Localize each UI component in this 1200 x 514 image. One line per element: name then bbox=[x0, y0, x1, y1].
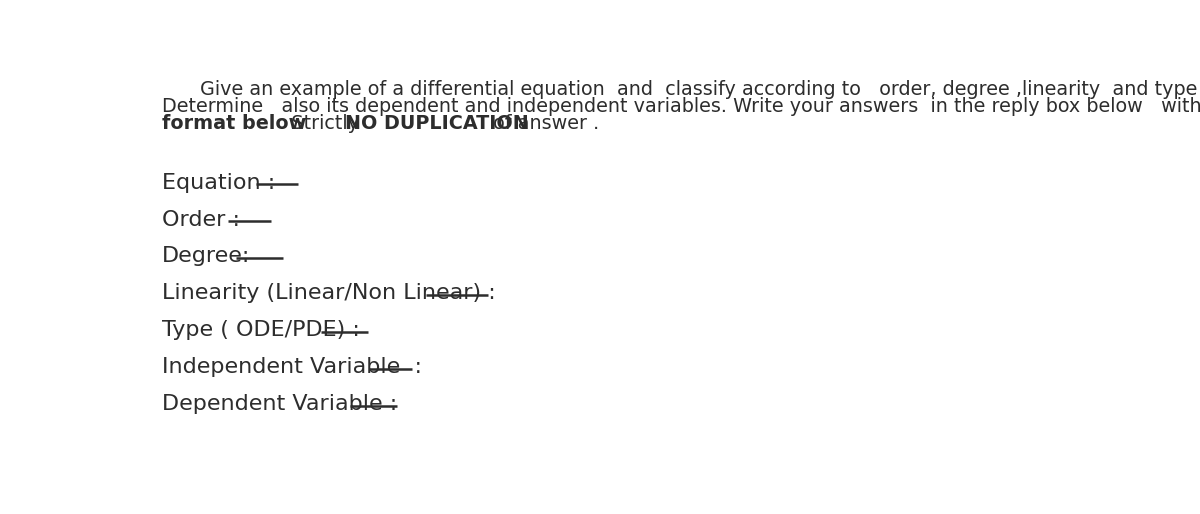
Text: . Strictly: . Strictly bbox=[274, 114, 366, 133]
Text: Degree:: Degree: bbox=[162, 247, 250, 266]
Text: Determine   also its dependent and independent variables. Write your answers  in: Determine also its dependent and indepen… bbox=[162, 97, 1200, 116]
Text: format below: format below bbox=[162, 114, 306, 133]
Text: Dependent Variable :: Dependent Variable : bbox=[162, 394, 397, 414]
Text: Equation :: Equation : bbox=[162, 173, 275, 193]
Text: Independent Variable  :: Independent Variable : bbox=[162, 357, 421, 377]
Text: Linearity (Linear/Non Linear) :: Linearity (Linear/Non Linear) : bbox=[162, 283, 496, 303]
Text: of answer .: of answer . bbox=[487, 114, 600, 133]
Text: Type ( ODE/PDE) :: Type ( ODE/PDE) : bbox=[162, 320, 360, 340]
Text: Give an example of a differential equation  and  classify according to   order, : Give an example of a differential equati… bbox=[200, 80, 1200, 99]
Text: Order :: Order : bbox=[162, 210, 240, 230]
Text: NO DUPLICATION: NO DUPLICATION bbox=[344, 114, 528, 133]
